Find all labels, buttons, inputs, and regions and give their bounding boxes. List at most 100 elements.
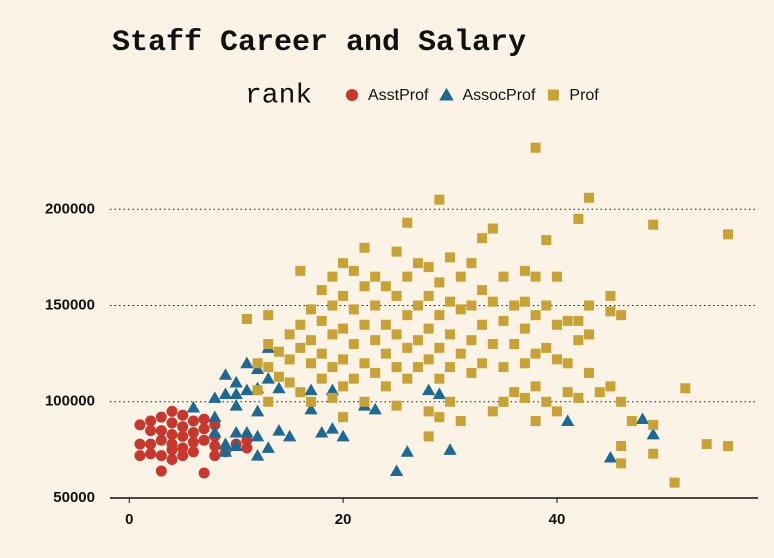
point	[530, 310, 541, 321]
point	[338, 290, 349, 301]
point	[359, 396, 370, 407]
y-tick-label: 200000	[45, 200, 95, 217]
point	[166, 405, 178, 417]
point	[412, 300, 423, 311]
point	[166, 417, 178, 429]
point	[240, 356, 254, 369]
point	[594, 387, 605, 398]
point	[573, 392, 584, 403]
point	[477, 285, 488, 296]
point	[477, 233, 488, 244]
point	[402, 271, 413, 282]
point	[327, 329, 338, 340]
point	[295, 342, 306, 353]
point	[187, 427, 199, 439]
point	[402, 217, 413, 228]
point	[304, 383, 318, 396]
point	[229, 439, 243, 451]
point	[327, 271, 338, 282]
point	[434, 342, 445, 353]
legend-label: Prof	[569, 87, 599, 104]
point	[273, 371, 284, 382]
point	[145, 448, 157, 460]
point	[155, 465, 167, 477]
point	[530, 271, 541, 282]
point	[250, 449, 265, 461]
point	[455, 304, 466, 315]
point	[338, 323, 349, 334]
point	[466, 367, 477, 378]
point	[316, 373, 327, 384]
point	[348, 304, 359, 315]
point	[389, 464, 404, 477]
point	[348, 373, 359, 384]
point	[519, 323, 530, 334]
point	[541, 300, 552, 311]
point	[455, 271, 466, 282]
point	[423, 431, 434, 442]
point	[325, 422, 340, 434]
point	[584, 329, 595, 340]
point	[455, 416, 466, 427]
point	[701, 439, 712, 450]
axes: 50000 100000 150000 200000 0 20 40	[45, 200, 758, 528]
point	[466, 335, 477, 346]
point	[272, 381, 286, 394]
point	[584, 192, 595, 203]
point	[155, 434, 167, 446]
point	[198, 413, 210, 425]
point	[432, 387, 446, 400]
point	[509, 387, 520, 398]
point	[283, 429, 297, 442]
point	[284, 354, 295, 365]
point	[530, 142, 541, 153]
point	[187, 415, 199, 427]
point	[487, 223, 498, 234]
point	[198, 434, 210, 446]
point	[166, 428, 178, 440]
point	[551, 406, 562, 417]
legend-marker	[439, 87, 454, 101]
point	[229, 399, 243, 411]
point	[370, 271, 381, 282]
point	[423, 354, 434, 365]
point	[325, 383, 340, 396]
point	[635, 412, 650, 425]
point	[304, 402, 318, 415]
point	[315, 425, 329, 438]
point	[359, 358, 370, 369]
point	[338, 381, 349, 392]
point	[208, 425, 222, 438]
point	[155, 450, 167, 462]
point	[229, 387, 243, 400]
x-tick-label: 40	[549, 511, 566, 528]
point	[295, 387, 306, 398]
point	[519, 296, 530, 307]
point	[250, 404, 265, 417]
point	[605, 381, 616, 392]
point	[359, 319, 370, 330]
point	[562, 387, 573, 398]
point	[295, 265, 306, 276]
point	[551, 354, 562, 365]
point	[134, 438, 146, 450]
point	[370, 300, 381, 311]
legend-title: rank	[245, 80, 312, 111]
point	[229, 375, 243, 388]
point	[616, 441, 627, 452]
point	[187, 436, 199, 448]
point	[562, 315, 573, 326]
point	[380, 348, 391, 359]
point	[562, 358, 573, 369]
point	[422, 383, 436, 396]
point	[338, 258, 349, 269]
point	[263, 396, 274, 407]
y-tick-label: 150000	[45, 296, 95, 313]
point	[412, 335, 423, 346]
point	[391, 400, 402, 411]
point	[648, 448, 659, 459]
point	[229, 425, 243, 438]
point	[487, 339, 498, 350]
point	[166, 454, 178, 466]
